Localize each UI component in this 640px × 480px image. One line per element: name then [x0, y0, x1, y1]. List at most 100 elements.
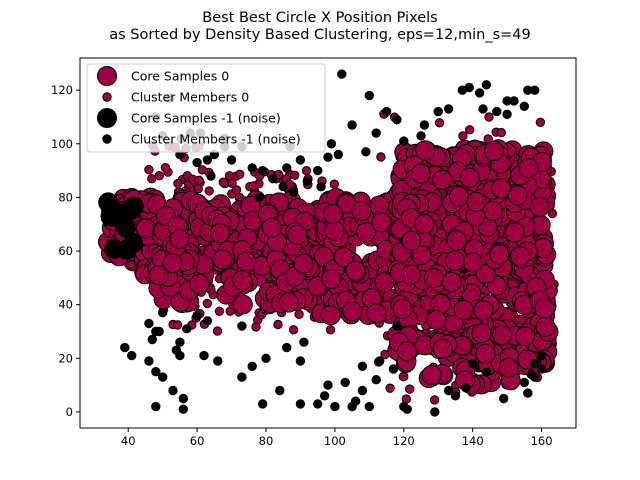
data-point — [120, 342, 130, 353]
data-point — [178, 404, 189, 414]
data-point — [302, 176, 312, 187]
data-point — [248, 181, 259, 191]
data-point — [357, 385, 368, 396]
data-point — [489, 244, 510, 265]
data-point — [450, 391, 461, 401]
data-point — [301, 166, 312, 176]
y-tick-label: 100 — [51, 137, 73, 151]
legend-label: Core Samples -1 (noise) — [131, 111, 281, 126]
data-point — [430, 407, 440, 417]
data-point — [313, 246, 334, 267]
data-point — [169, 229, 190, 250]
data-point — [482, 200, 503, 221]
data-point — [458, 131, 468, 141]
data-point — [168, 385, 178, 396]
data-point — [345, 260, 366, 281]
data-point — [481, 367, 492, 377]
data-point — [251, 322, 261, 332]
data-point — [361, 147, 371, 157]
data-point — [326, 139, 337, 149]
chart-title-line-1: Best Best Circle X Position Pixels — [202, 10, 437, 26]
data-point — [236, 251, 257, 272]
data-point — [204, 186, 214, 196]
data-point — [444, 250, 465, 271]
data-point — [227, 178, 237, 189]
data-point — [294, 309, 304, 319]
data-point — [369, 195, 390, 216]
data-point — [399, 136, 409, 146]
data-point — [416, 131, 426, 141]
data-point — [313, 165, 323, 176]
x-tick-label: 160 — [531, 434, 553, 448]
data-point — [158, 308, 168, 318]
data-point — [194, 175, 204, 186]
data-point — [329, 179, 339, 189]
data-point — [295, 356, 306, 366]
data-point — [214, 306, 225, 316]
data-point — [453, 299, 474, 320]
data-point — [282, 342, 292, 353]
data-point — [321, 269, 342, 289]
data-point — [347, 120, 357, 130]
data-point — [357, 361, 368, 371]
data-point — [432, 169, 453, 190]
data-point — [498, 357, 519, 378]
data-point — [178, 393, 189, 404]
data-point — [160, 163, 171, 173]
data-point — [475, 343, 496, 364]
x-tick-label: 40 — [121, 434, 136, 448]
data-point — [173, 178, 183, 189]
data-point — [518, 158, 539, 179]
data-point — [237, 321, 247, 331]
data-point — [202, 298, 213, 309]
data-point — [313, 399, 323, 409]
data-point — [189, 274, 210, 294]
data-point — [275, 385, 285, 396]
data-point — [441, 272, 462, 292]
x-tick-label: 100 — [324, 434, 346, 448]
data-point — [330, 401, 340, 412]
legend-marker — [97, 66, 117, 86]
data-point — [299, 337, 309, 347]
data-point — [499, 393, 509, 404]
data-point — [502, 109, 512, 120]
x-tick-label: 80 — [259, 434, 274, 448]
legend-label: Core Samples 0 — [131, 69, 229, 84]
data-point — [268, 174, 278, 184]
data-point — [192, 157, 202, 168]
data-point — [162, 253, 183, 274]
data-point — [323, 380, 333, 390]
legend-marker — [102, 134, 112, 144]
data-point — [381, 106, 392, 117]
data-point — [432, 338, 453, 359]
data-point — [257, 399, 268, 409]
data-points-layer — [98, 69, 559, 417]
legend-marker — [97, 108, 117, 128]
data-point — [423, 268, 444, 288]
data-point — [547, 208, 557, 219]
data-point — [295, 155, 306, 165]
data-point — [434, 118, 445, 128]
y-tick-label: 20 — [58, 351, 73, 365]
data-point — [147, 174, 157, 184]
data-point — [534, 298, 555, 319]
data-point — [261, 353, 271, 363]
data-point — [535, 316, 556, 337]
data-point — [510, 246, 530, 267]
data-point — [401, 230, 422, 251]
data-point — [415, 140, 435, 161]
data-point — [471, 323, 492, 344]
data-point — [398, 371, 409, 382]
data-point — [519, 377, 529, 388]
data-point — [496, 127, 506, 138]
x-axis: 40 60 80 100 120 140 160 — [121, 428, 553, 448]
data-point — [154, 326, 164, 337]
data-point — [278, 182, 288, 192]
data-point — [288, 187, 299, 197]
data-point — [535, 117, 546, 128]
data-point — [526, 369, 536, 380]
data-point — [509, 96, 519, 106]
data-point — [295, 399, 306, 409]
data-point — [392, 115, 402, 125]
